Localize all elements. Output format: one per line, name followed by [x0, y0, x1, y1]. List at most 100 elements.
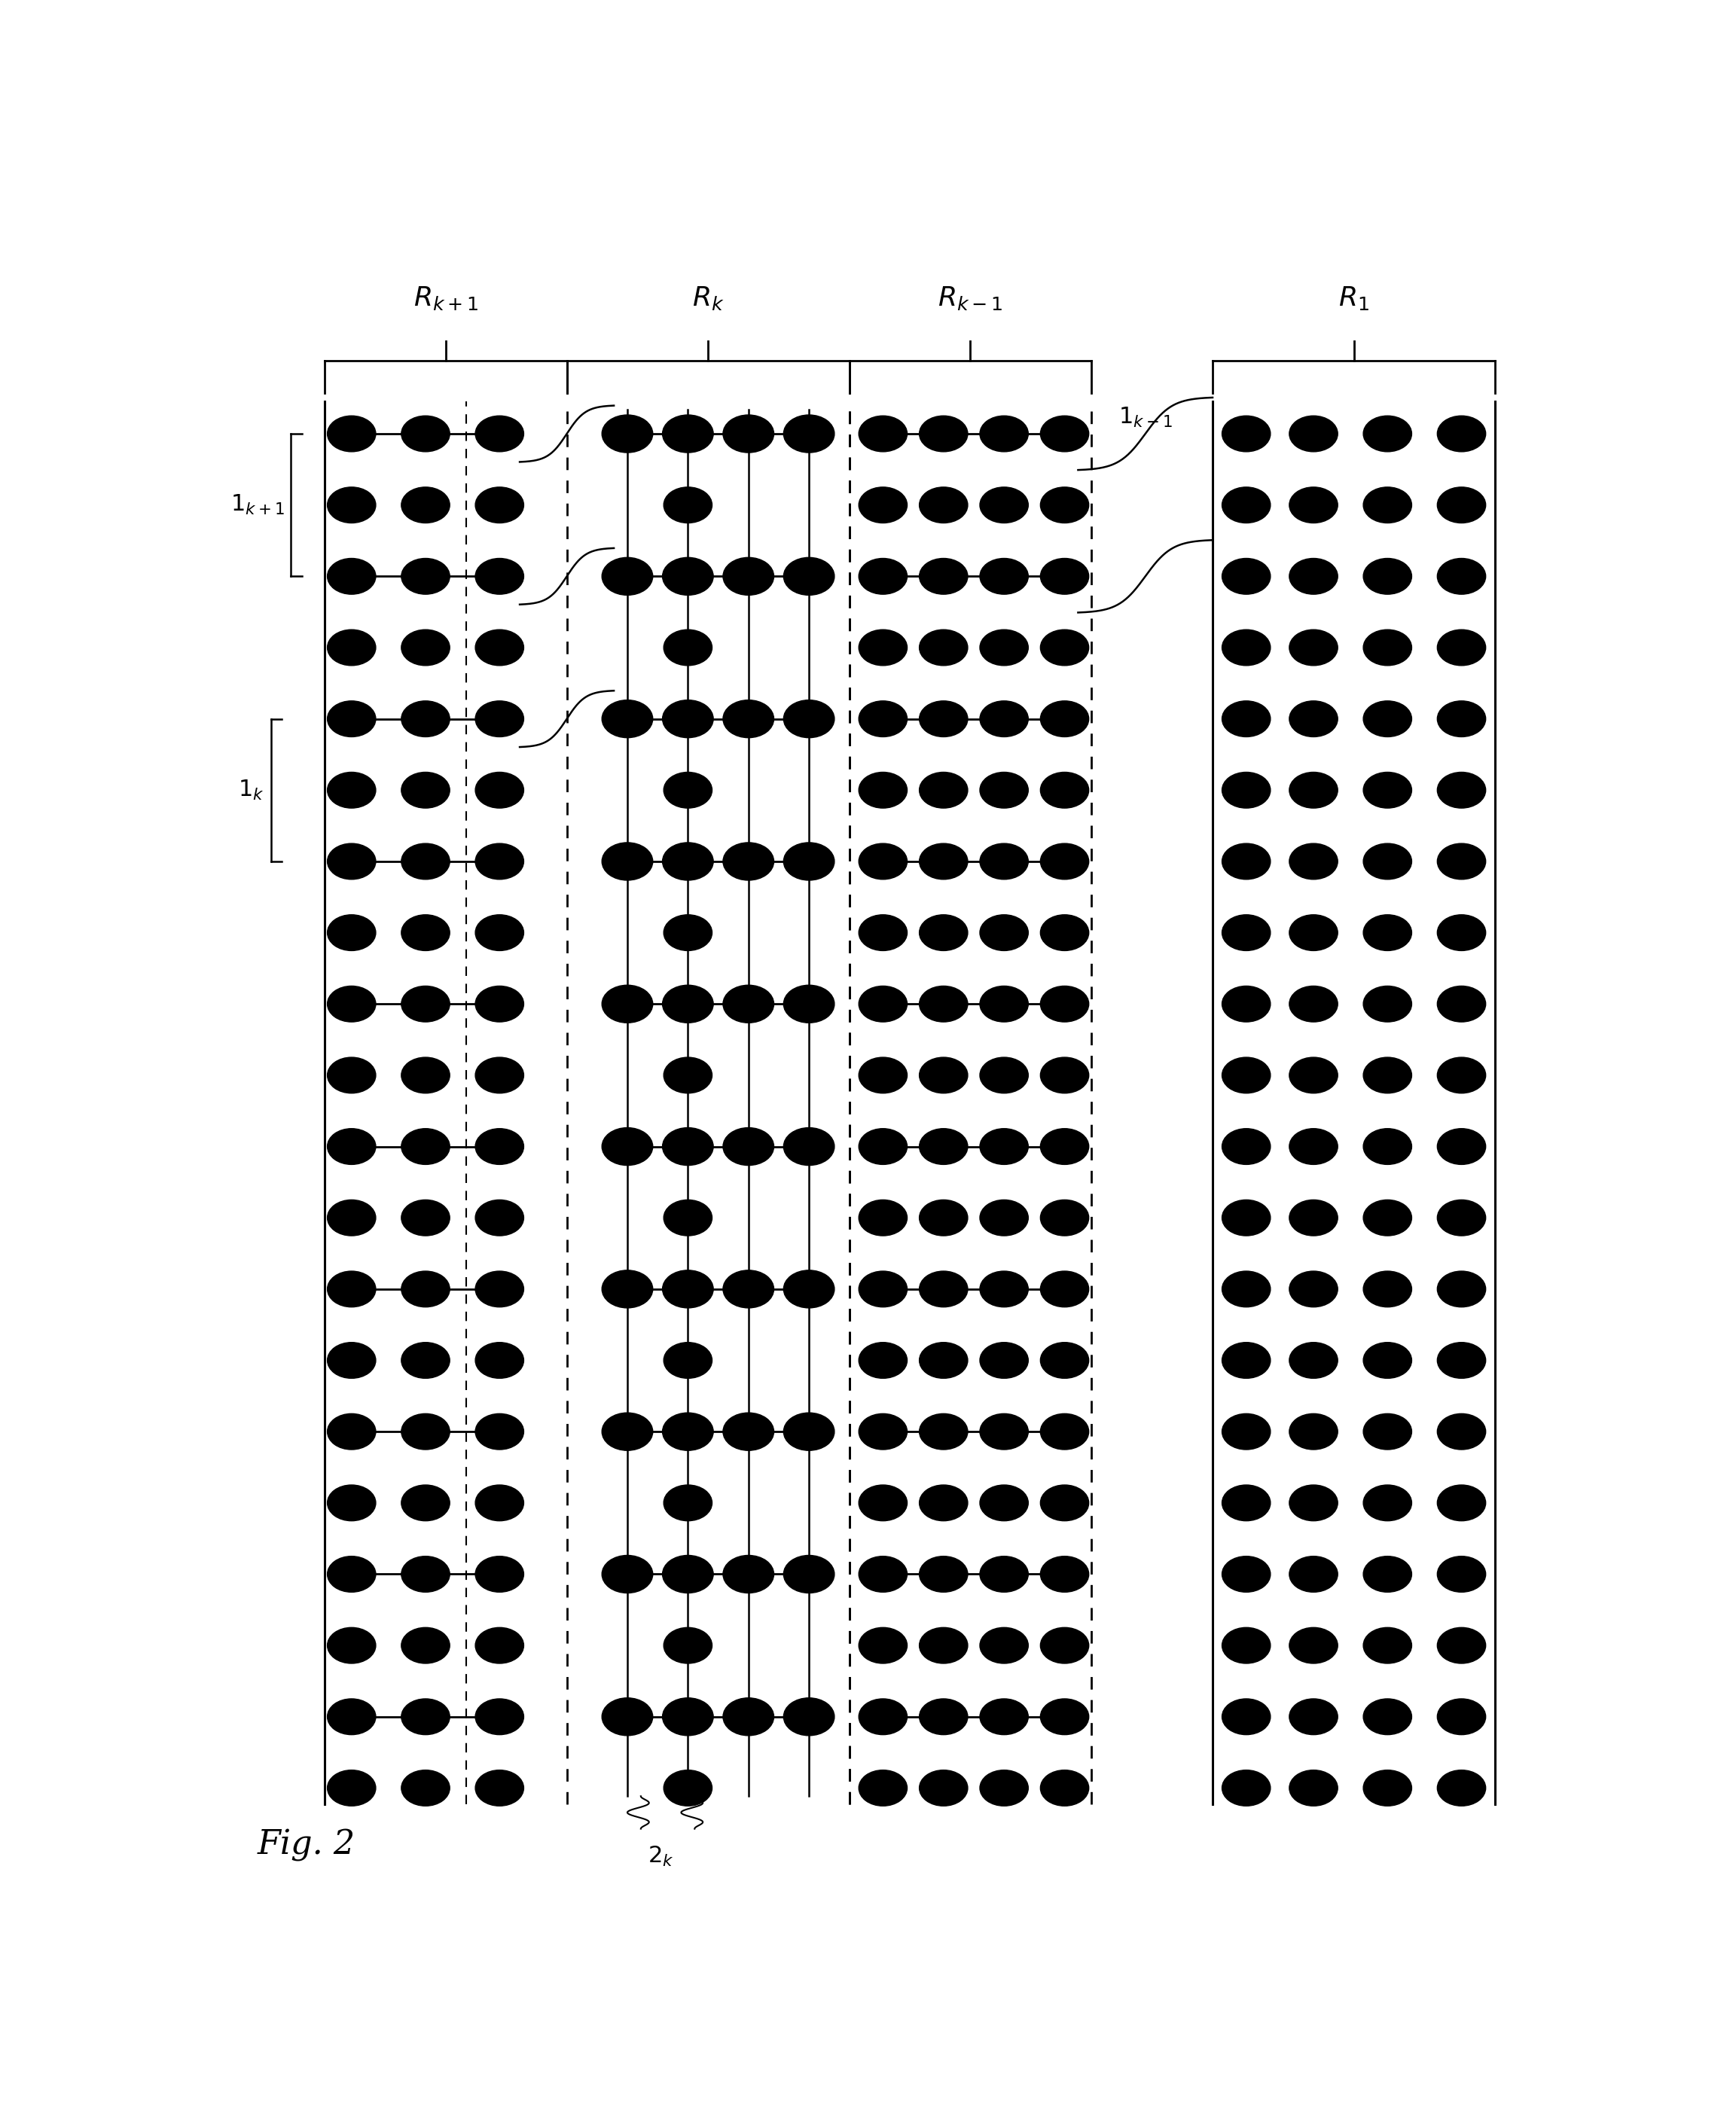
Ellipse shape	[783, 415, 835, 453]
Ellipse shape	[722, 843, 774, 879]
Ellipse shape	[783, 1127, 835, 1165]
Ellipse shape	[1222, 1271, 1271, 1307]
Ellipse shape	[1363, 843, 1411, 879]
Ellipse shape	[476, 487, 524, 523]
Ellipse shape	[1040, 1485, 1088, 1521]
Ellipse shape	[1222, 629, 1271, 665]
Ellipse shape	[602, 415, 653, 453]
Ellipse shape	[602, 985, 653, 1023]
Ellipse shape	[663, 1627, 712, 1663]
Ellipse shape	[1290, 1413, 1338, 1449]
Ellipse shape	[1363, 1129, 1411, 1165]
Ellipse shape	[663, 1555, 713, 1593]
Ellipse shape	[722, 1413, 774, 1452]
Ellipse shape	[1437, 559, 1486, 593]
Ellipse shape	[859, 1057, 908, 1093]
Ellipse shape	[979, 487, 1028, 523]
Ellipse shape	[1040, 915, 1088, 951]
Ellipse shape	[920, 771, 967, 807]
Ellipse shape	[401, 985, 450, 1021]
Ellipse shape	[1437, 1199, 1486, 1235]
Ellipse shape	[920, 1199, 967, 1235]
Ellipse shape	[1437, 1769, 1486, 1805]
Ellipse shape	[920, 1485, 967, 1521]
Ellipse shape	[663, 985, 713, 1023]
Ellipse shape	[859, 487, 908, 523]
Ellipse shape	[1290, 915, 1338, 951]
Ellipse shape	[1290, 1769, 1338, 1805]
Ellipse shape	[859, 1129, 908, 1165]
Ellipse shape	[859, 915, 908, 951]
Ellipse shape	[663, 1057, 712, 1093]
Text: $R_{k}$: $R_{k}$	[693, 284, 724, 311]
Ellipse shape	[401, 1413, 450, 1449]
Ellipse shape	[401, 629, 450, 665]
Ellipse shape	[328, 629, 375, 665]
Ellipse shape	[1040, 629, 1088, 665]
Ellipse shape	[979, 1129, 1028, 1165]
Ellipse shape	[476, 1485, 524, 1521]
Ellipse shape	[328, 1343, 375, 1377]
Ellipse shape	[1290, 1343, 1338, 1377]
Ellipse shape	[920, 1057, 967, 1093]
Ellipse shape	[1290, 1699, 1338, 1735]
Ellipse shape	[859, 701, 908, 737]
Ellipse shape	[328, 487, 375, 523]
Ellipse shape	[663, 415, 713, 453]
Ellipse shape	[476, 701, 524, 737]
Ellipse shape	[1437, 1413, 1486, 1449]
Ellipse shape	[602, 1413, 653, 1452]
Ellipse shape	[328, 701, 375, 737]
Ellipse shape	[328, 1271, 375, 1307]
Ellipse shape	[328, 771, 375, 807]
Ellipse shape	[328, 1413, 375, 1449]
Ellipse shape	[476, 1769, 524, 1805]
Ellipse shape	[859, 1485, 908, 1521]
Ellipse shape	[1290, 1271, 1338, 1307]
Ellipse shape	[1437, 487, 1486, 523]
Text: $R_{k+1}$: $R_{k+1}$	[413, 284, 479, 311]
Ellipse shape	[401, 1271, 450, 1307]
Text: $R_{1}$: $R_{1}$	[1338, 284, 1370, 311]
Ellipse shape	[1222, 1555, 1271, 1591]
Ellipse shape	[1437, 915, 1486, 951]
Ellipse shape	[1437, 1057, 1486, 1093]
Ellipse shape	[476, 1413, 524, 1449]
Ellipse shape	[1222, 915, 1271, 951]
Ellipse shape	[663, 629, 712, 665]
Ellipse shape	[1290, 1129, 1338, 1165]
Ellipse shape	[1437, 1271, 1486, 1307]
Ellipse shape	[401, 1129, 450, 1165]
Ellipse shape	[783, 1413, 835, 1452]
Ellipse shape	[1290, 1555, 1338, 1591]
Ellipse shape	[663, 1769, 712, 1805]
Ellipse shape	[1222, 1627, 1271, 1663]
Ellipse shape	[1363, 559, 1411, 593]
Ellipse shape	[476, 1343, 524, 1377]
Ellipse shape	[1222, 771, 1271, 807]
Ellipse shape	[1363, 771, 1411, 807]
Ellipse shape	[1437, 1129, 1486, 1165]
Ellipse shape	[401, 1699, 450, 1735]
Ellipse shape	[979, 559, 1028, 593]
Ellipse shape	[859, 1769, 908, 1805]
Ellipse shape	[783, 1555, 835, 1593]
Ellipse shape	[859, 843, 908, 879]
Ellipse shape	[722, 1555, 774, 1593]
Ellipse shape	[920, 1769, 967, 1805]
Ellipse shape	[1222, 1769, 1271, 1805]
Ellipse shape	[920, 843, 967, 879]
Ellipse shape	[979, 1271, 1028, 1307]
Ellipse shape	[663, 699, 713, 737]
Ellipse shape	[401, 559, 450, 593]
Ellipse shape	[328, 1627, 375, 1663]
Ellipse shape	[1040, 985, 1088, 1021]
Ellipse shape	[1040, 415, 1088, 451]
Ellipse shape	[663, 1199, 712, 1235]
Ellipse shape	[859, 1699, 908, 1735]
Ellipse shape	[979, 1699, 1028, 1735]
Ellipse shape	[328, 1129, 375, 1165]
Ellipse shape	[1040, 701, 1088, 737]
Ellipse shape	[783, 843, 835, 879]
Ellipse shape	[1363, 415, 1411, 451]
